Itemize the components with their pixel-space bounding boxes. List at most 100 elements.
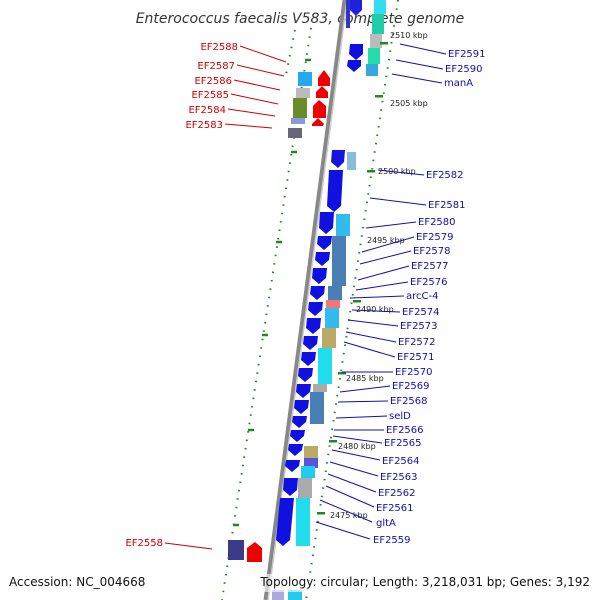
- gene-box: [336, 214, 350, 236]
- map-title: Enterococcus faecalis V583, complete gen…: [136, 11, 465, 27]
- gene-label: EF2565: [384, 438, 422, 449]
- gene-label: EF2572: [398, 337, 436, 348]
- gene-arrow: [301, 352, 316, 366]
- gene-box: [310, 392, 324, 424]
- gene-arrow: [317, 236, 332, 250]
- kbp-label: 2485 kbp: [346, 374, 384, 383]
- gene-label: EF2591: [448, 49, 486, 60]
- gene-arrow: [349, 44, 363, 60]
- gene-box: [298, 478, 312, 498]
- gene-box: [298, 72, 312, 86]
- gene-label: EF2574: [402, 307, 440, 318]
- gene-arrow-red: [316, 86, 328, 98]
- kbp-label: 2495 kbp: [367, 236, 405, 245]
- left-gene-cluster-bottom: [228, 540, 262, 562]
- gene-box: [304, 446, 318, 458]
- gene-label: gltA: [376, 518, 396, 529]
- gene-arrow: [283, 478, 298, 496]
- kbp-label: 2480 kbp: [338, 442, 376, 451]
- gene-label: EF2563: [380, 472, 418, 483]
- gene-arrow: [290, 430, 305, 442]
- gene-box: [296, 498, 310, 546]
- gene-arrow-red: [318, 70, 330, 86]
- gene-arrow-red: [247, 542, 262, 562]
- gene-box: [368, 48, 380, 64]
- gene-box: [346, 0, 350, 28]
- gene-arrow: [315, 252, 330, 266]
- gene-box: [372, 14, 384, 34]
- kbp-label: 2510 kbp: [390, 31, 428, 40]
- gene-box: [301, 466, 315, 478]
- gene-arrow: [303, 336, 318, 350]
- gene-arrow: [306, 318, 321, 334]
- gene-box: [326, 300, 340, 308]
- gene-arrow: [312, 268, 327, 284]
- gene-label: EF2559: [373, 535, 411, 546]
- gene-label: EF2564: [382, 456, 420, 467]
- gene-label: EF2586: [194, 76, 232, 87]
- gene-box: [374, 0, 386, 14]
- kbp-label: 2490 kbp: [356, 305, 394, 314]
- gene-box: [228, 540, 244, 560]
- gene-arrow: [294, 400, 309, 414]
- gene-label: arcC-4: [406, 291, 438, 302]
- gene-label: EF2582: [426, 170, 464, 181]
- gene-box: [332, 236, 346, 286]
- gene-label: EF2581: [428, 200, 466, 211]
- gene-label: EF2569: [392, 381, 430, 392]
- gene-arrow: [288, 444, 303, 456]
- kbp-scale-labels: 2510 kbp 2505 kbp 2500 kbp 2495 kbp 2490…: [330, 31, 428, 520]
- gene-arrow: [319, 212, 334, 234]
- inner-ring-marks: [317, 42, 388, 515]
- gene-label: EF2571: [397, 352, 435, 363]
- gene-arrow: [327, 170, 343, 212]
- gene-label: EF2587: [197, 61, 235, 72]
- chromosome-backbone: [263, 0, 348, 600]
- major-ticks-left: [233, 58, 311, 527]
- gene-box: [296, 88, 310, 98]
- gene-arrow: [298, 368, 313, 382]
- gene-label: EF2588: [200, 42, 238, 53]
- inner-left-tick-ring: [284, 29, 296, 81]
- kbp-label: 2500 kbp: [378, 167, 416, 176]
- gene-label: EF2583: [185, 120, 223, 131]
- gene-arrow: [296, 384, 311, 398]
- gene-label: manA: [444, 78, 473, 89]
- gene-box: [272, 590, 284, 600]
- gene-arrow: [292, 416, 307, 428]
- gene-box: [291, 118, 305, 124]
- left-labels: EF2588 EF2587 EF2586 EF2585 EF2584 EF258…: [125, 42, 287, 550]
- gene-label: EF2566: [386, 425, 424, 436]
- gene-label: EF2580: [418, 217, 456, 228]
- gene-arrow: [347, 60, 361, 72]
- gene-arrow: [331, 150, 345, 168]
- gene-label: EF2590: [445, 64, 483, 75]
- right-label-texts: EF2591 EF2590 manA EF2582 EF2581 EF2580 …: [373, 49, 486, 546]
- gene-box: [318, 348, 332, 384]
- right-labels: [315, 43, 447, 540]
- gene-arrow: [276, 498, 294, 546]
- gene-box: [304, 458, 318, 468]
- topology-text: Topology: circular; Length: 3,218,031 bp…: [259, 575, 590, 589]
- gene-arrow: [310, 286, 325, 300]
- gene-label: EF2558: [125, 538, 163, 549]
- gene-arrow-red: [312, 118, 324, 126]
- gene-box: [328, 286, 342, 300]
- gene-box: [293, 98, 307, 118]
- gene-box: [325, 308, 339, 328]
- outer-left-tick-ring: [221, 27, 312, 600]
- gene-arrow-red: [313, 100, 326, 118]
- gene-label: EF2578: [413, 246, 451, 257]
- gene-box: [366, 64, 378, 76]
- accession-text: Accession: NC_004668: [9, 575, 145, 589]
- left-gene-cluster-top: [288, 70, 330, 138]
- gene-label: selD: [389, 411, 411, 422]
- gene-label: EF2584: [188, 105, 226, 116]
- gene-label: EF2585: [191, 90, 229, 101]
- gene-label: EF2562: [378, 488, 416, 499]
- gene-box: [288, 590, 302, 600]
- gene-label: EF2579: [416, 232, 454, 243]
- gene-arrow: [308, 302, 323, 316]
